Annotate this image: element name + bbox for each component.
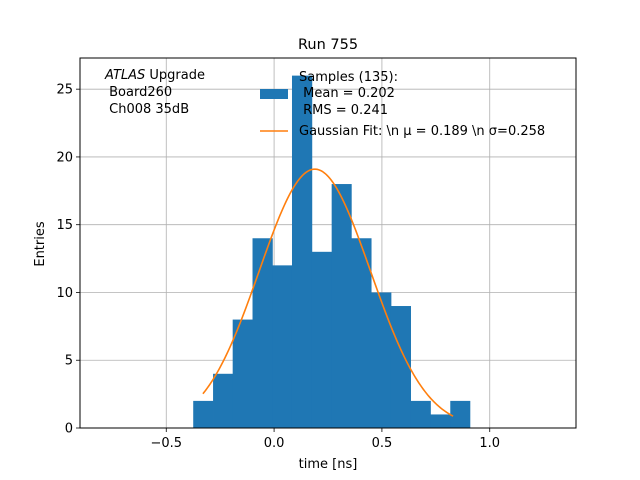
histogram-bar (410, 400, 431, 428)
annotation-atlas: ATLAS (104, 68, 145, 83)
y-tick-label: 25 (56, 83, 73, 98)
axis-ticks: −0.5 0.0 0.5 1.0 0 5 10 15 20 25 (56, 83, 500, 451)
histogram-bar (430, 414, 451, 428)
legend-samples-mean: Mean = 0.202 (299, 86, 395, 101)
y-tick-label: 5 (65, 354, 73, 369)
legend: Samples (135): Mean = 0.202 RMS = 0.241 … (260, 70, 545, 139)
x-axis-label: time [ns] (299, 457, 358, 472)
y-tick-label: 0 (65, 422, 73, 437)
annotation-upgrade: Upgrade (145, 68, 205, 83)
histogram-bar (232, 319, 253, 428)
histogram-bar (252, 238, 273, 428)
histogram-bar (331, 184, 352, 428)
y-axis-label: Entries (33, 221, 48, 267)
histogram-bar (193, 400, 214, 428)
y-tick-label: 10 (56, 286, 73, 301)
legend-fit-label: Gaussian Fit: \n μ = 0.189 \n σ=0.258 (299, 124, 545, 139)
x-tick-label: 1.0 (479, 436, 500, 451)
histogram-bars (193, 75, 471, 428)
histogram-bar (351, 238, 372, 428)
plot-frame (79, 57, 577, 429)
gaussian-fit (202, 168, 454, 417)
legend-samples-rms: RMS = 0.241 (299, 103, 388, 118)
histogram-bar (291, 75, 313, 428)
histogram-bar (371, 292, 392, 428)
annotation-board: Board260 (105, 85, 172, 100)
histogram-bar (311, 251, 333, 428)
y-tick-label: 20 (56, 150, 73, 165)
y-tick-label: 15 (56, 218, 73, 233)
annotation-line-1: ATLAS Upgrade (104, 68, 205, 83)
legend-samples-swatch (260, 89, 288, 99)
annotation-channel: Ch008 35dB (105, 102, 189, 117)
x-tick-label: −0.5 (150, 436, 182, 451)
histogram-bar (390, 306, 411, 428)
histogram-bar (213, 373, 234, 428)
x-tick-label: 0.0 (264, 436, 285, 451)
x-tick-label: 0.5 (372, 436, 393, 451)
histogram-bar (450, 400, 471, 428)
gaussian-fit-line (202, 168, 454, 417)
chart-title: Run 755 (298, 37, 358, 53)
histogram-bar (272, 265, 293, 428)
atlas-annotation: ATLAS Upgrade Board260 Ch008 35dB (104, 68, 205, 117)
legend-samples-title: Samples (135): (299, 70, 398, 85)
